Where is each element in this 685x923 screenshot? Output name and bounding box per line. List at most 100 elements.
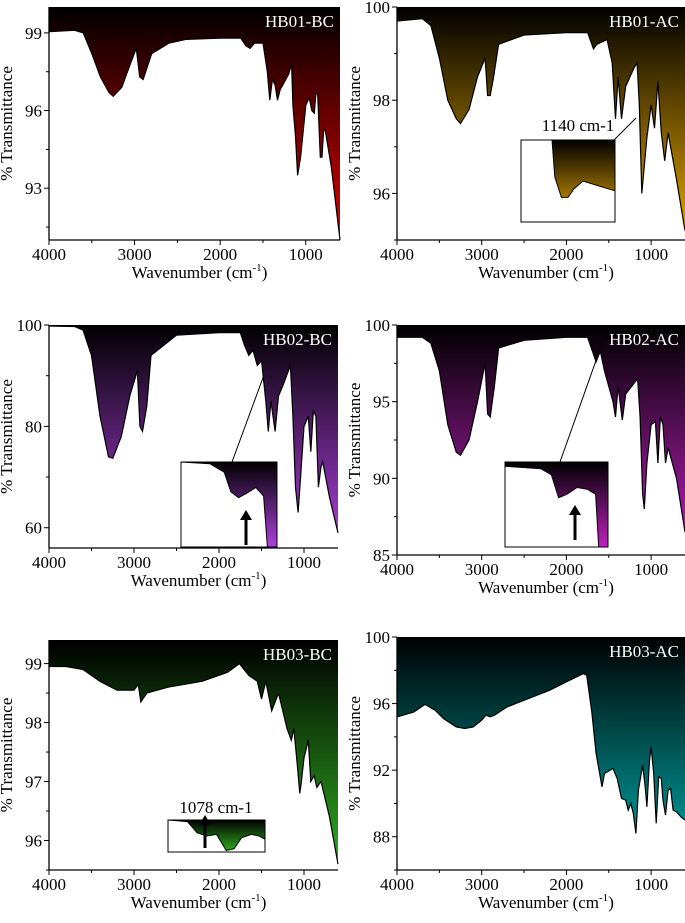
inset-leader-line <box>613 117 637 141</box>
x-tick-label: 2000 <box>549 875 583 894</box>
x-axis-label: Wavenumber (cm-1) <box>478 262 614 282</box>
inset-border <box>180 461 278 548</box>
y-axis-label: % Transmittance <box>0 698 16 813</box>
x-axis-label-superscript: -1 <box>599 577 608 589</box>
y-tick-label: 98 <box>25 714 42 733</box>
y-tick-label: 88 <box>373 828 390 847</box>
x-tick-label: 2000 <box>203 245 237 264</box>
zoom-inset-hb03-bc <box>167 815 266 853</box>
x-tick-label: 1000 <box>287 875 321 894</box>
x-axis-label-text: Wavenumber (cm <box>478 893 599 912</box>
spectrum-line <box>396 672 685 834</box>
inset-border <box>504 461 609 548</box>
arrow-up-icon <box>569 505 581 515</box>
x-tick-label: 3000 <box>117 553 151 572</box>
y-axis-label: % Transmittance <box>345 66 364 181</box>
x-axis-label-text-end: ) <box>608 578 614 597</box>
spectrum-line <box>397 336 685 533</box>
absorbance-fill <box>397 325 685 532</box>
x-tick-label: 4000 <box>380 560 414 579</box>
inset-fill <box>505 462 608 547</box>
panel-title: HB02-BC <box>263 330 332 349</box>
x-tick-label: 4000 <box>32 875 66 894</box>
inset-spectrum-line <box>504 465 608 548</box>
panel-title: HB02-AC <box>609 330 679 349</box>
x-axis-label: Wavenumber (cm-1) <box>132 262 268 282</box>
x-axis-label-superscript: -1 <box>599 892 608 904</box>
y-tick-label: 99 <box>25 24 42 43</box>
absorbance-fill <box>49 640 338 865</box>
x-tick-label: 1000 <box>634 560 668 579</box>
absorbance-fill <box>49 325 338 533</box>
y-tick-label: 96 <box>25 832 42 851</box>
absorbance-fill <box>49 7 340 240</box>
spectrum-panel-hb01-ac: 4000 3000 2000 1000 96 98 100 Wavenumber (cm-1)… <box>345 0 685 282</box>
inset-fill <box>168 820 265 851</box>
y-tick-label: 96 <box>25 102 42 121</box>
x-axis-label-text: Wavenumber (cm <box>132 263 253 282</box>
y-tick-label: 95 <box>373 393 390 412</box>
panel-title: HB03-BC <box>263 645 332 664</box>
inset-spectrum-line <box>180 461 277 548</box>
zoom-inset-hb02-ac <box>504 337 609 548</box>
inset-fill <box>521 140 615 198</box>
x-tick-label: 1000 <box>289 245 323 264</box>
y-tick-label: 96 <box>373 184 390 203</box>
x-tick-label: 2000 <box>549 560 583 579</box>
y-tick-label: 98 <box>373 91 390 110</box>
x-axis-label-superscript: -1 <box>599 262 608 274</box>
y-tick-label: 100 <box>365 0 391 17</box>
x-axis-label: Wavenumber (cm-1) <box>478 577 614 597</box>
x-axis-label-superscript: -1 <box>253 262 262 274</box>
inset-spectrum-line <box>167 819 266 851</box>
spectrum-panel-hb03-bc: 4000 3000 2000 1000 96 97 98 99 Wavenumber (cm-1… <box>0 640 339 912</box>
x-tick-label: 4000 <box>32 553 66 572</box>
x-axis-label-text: Wavenumber (cm <box>131 571 252 590</box>
inset-fill <box>181 462 277 547</box>
spectrum-line <box>48 29 341 241</box>
y-axis-label: % Transmittance <box>345 383 364 498</box>
spectrum-line <box>396 18 685 231</box>
absorbance-fill <box>397 7 685 231</box>
y-axis-label: % Transmittance <box>345 696 364 811</box>
x-tick-label: 3000 <box>117 875 151 894</box>
inset-border <box>520 139 616 223</box>
x-tick-label: 2000 <box>202 553 236 572</box>
arrow-up-icon <box>240 510 252 520</box>
y-tick-label: 100 <box>365 628 391 647</box>
arrow-up-icon <box>199 815 211 825</box>
x-axis-label-text: Wavenumber (cm <box>478 578 599 597</box>
inset-leader-line <box>559 337 605 463</box>
x-axis-label: Wavenumber (cm-1) <box>131 570 267 590</box>
x-tick-label: 1000 <box>287 553 321 572</box>
peak-annotation-hb03-bc: 1078 cm-1 <box>179 798 252 817</box>
spectrum-line <box>48 325 339 533</box>
x-axis-label-text-end: ) <box>608 263 614 282</box>
zoom-inset-hb01-ac <box>520 117 637 223</box>
x-tick-label: 1000 <box>634 245 668 264</box>
spectrum-panel-hb01-bc: 4000 3000 2000 1000 93 96 99 Wavenumber (cm-1)%… <box>0 7 341 282</box>
x-tick-label: 1000 <box>634 875 668 894</box>
x-tick-label: 3000 <box>118 245 152 264</box>
peak-annotation-hb01-ac: 1140 cm-1 <box>542 116 615 135</box>
x-axis-label-superscript: -1 <box>252 892 261 904</box>
inset-border <box>167 819 266 853</box>
panel-title: HB03-AC <box>609 642 679 661</box>
zoom-inset-hb02-bc <box>180 374 278 548</box>
x-tick-label: 2000 <box>549 245 583 264</box>
y-tick-label: 92 <box>373 761 390 780</box>
x-tick-label: 4000 <box>380 875 414 894</box>
x-axis-label-text-end: ) <box>608 893 614 912</box>
x-axis-label-text-end: ) <box>262 263 268 282</box>
y-axis-label: % Transmittance <box>0 66 16 181</box>
x-axis-label-text-end: ) <box>261 893 267 912</box>
x-tick-label: 4000 <box>380 245 414 264</box>
absorbance-fill <box>397 637 685 834</box>
inset-spectrum-line <box>521 139 616 198</box>
spectrum-panel-hb02-ac: 4000 3000 2000 1000 85 90 95 100 Wavenumber (cm-… <box>345 316 685 597</box>
x-tick-label: 2000 <box>202 875 236 894</box>
y-tick-label: 60 <box>25 519 42 538</box>
y-tick-label: 100 <box>365 316 391 335</box>
